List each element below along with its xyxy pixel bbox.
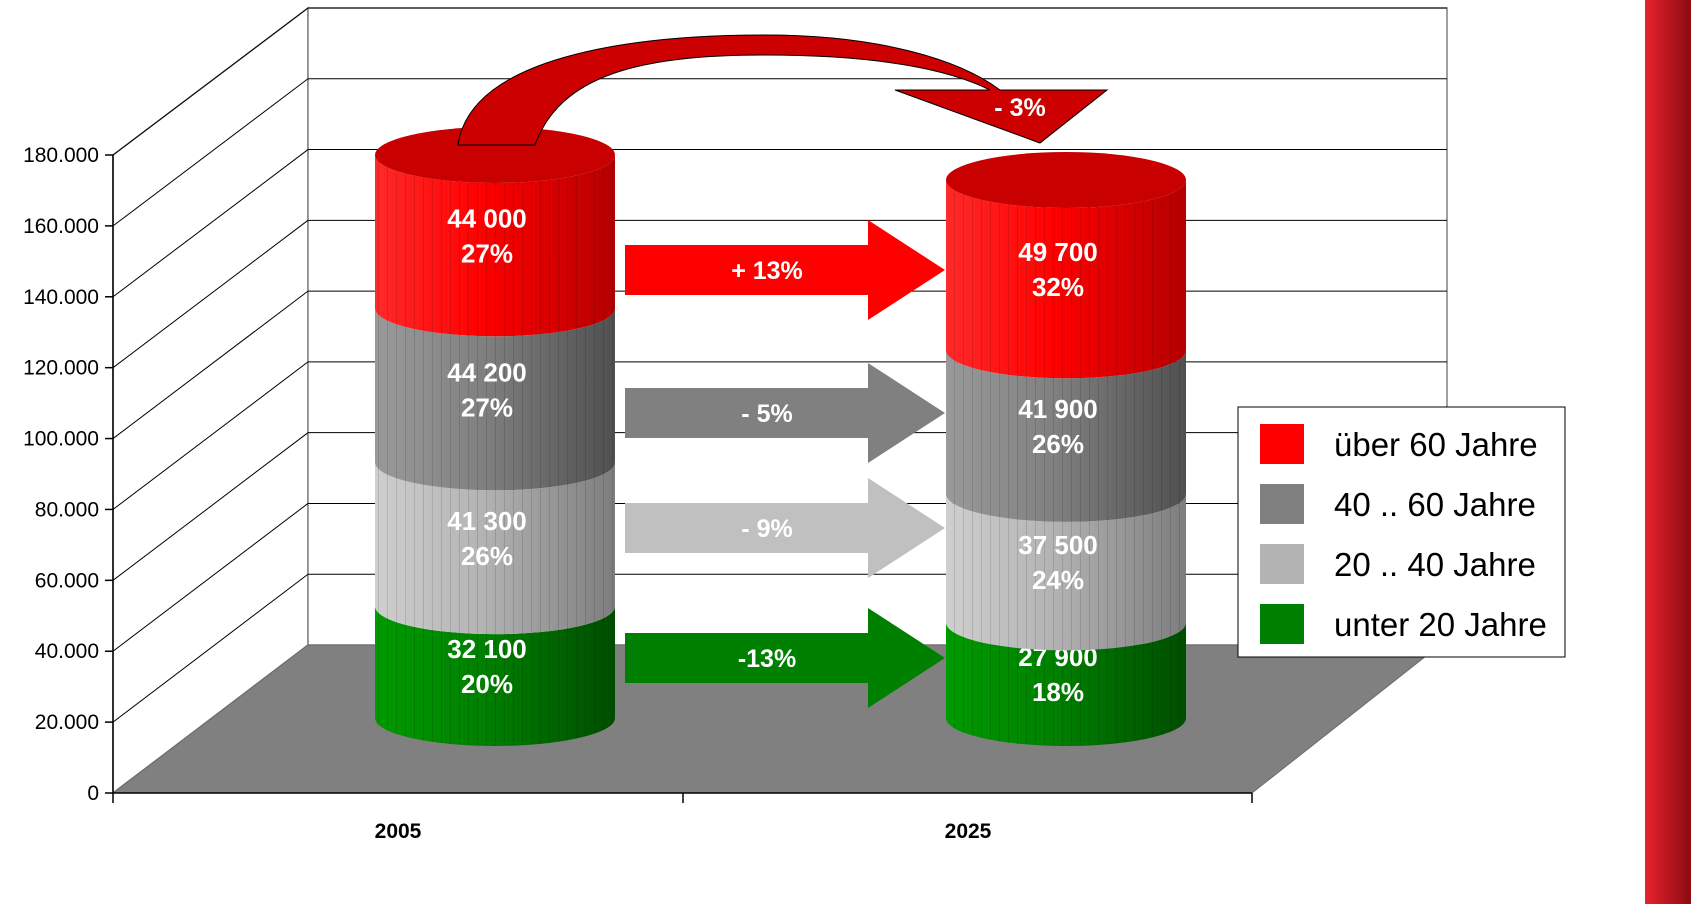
gridline-side	[112, 503, 309, 652]
data-label-percent: 26%	[1032, 429, 1084, 459]
x-axis: 2005 2025	[112, 792, 1253, 843]
data-label-percent: 27%	[461, 392, 513, 422]
legend-label: 40 .. 60 Jahre	[1334, 486, 1536, 523]
y-tick-label: 80.000	[35, 498, 99, 521]
bar-segment-texture	[375, 155, 615, 337]
x-category-label: 2005	[375, 820, 422, 843]
legend-swatch	[1260, 604, 1304, 644]
bar-segment-texture	[946, 180, 1186, 379]
gridline-side	[112, 432, 309, 581]
legend: über 60 Jahre 40 .. 60 Jahre 20 .. 40 Jahr…	[1237, 406, 1566, 658]
data-label-percent: 32%	[1032, 272, 1084, 302]
change-arrow	[625, 608, 945, 708]
total-change-arrow	[457, 34, 1109, 146]
data-label-percent: 26%	[461, 541, 513, 571]
data-label-percent: 24%	[1032, 565, 1084, 595]
bar-segment-texture	[375, 462, 615, 635]
y-tick-label: 60.000	[35, 569, 99, 592]
change-arrow	[625, 363, 945, 463]
y-tick-label: 120.000	[23, 357, 99, 380]
data-label-value: 49 700	[1018, 237, 1098, 267]
data-label-value: 44 200	[447, 357, 527, 387]
data-label-percent: 27%	[461, 239, 513, 269]
gridline-side	[112, 219, 309, 369]
legend-swatch	[1260, 424, 1304, 464]
total-change-label: - 3%	[994, 94, 1045, 122]
y-tick-label: 180.000	[23, 144, 99, 167]
bar-segment-texture	[375, 606, 615, 746]
change-arrow	[625, 220, 945, 320]
legend-label: über 60 Jahre	[1334, 426, 1538, 463]
bar-top-cap	[946, 152, 1186, 208]
data-label-value: 41 900	[1018, 394, 1098, 424]
bar-group-2005: 32 100 20% 41 300 26% 44 200 27% 44 000 27%	[375, 127, 615, 746]
x-category-label: 2025	[945, 820, 992, 843]
y-tick-label: 40.000	[35, 640, 99, 663]
change-arrow	[625, 478, 945, 578]
bar-segment-texture	[946, 350, 1186, 522]
data-label-value: 37 500	[1018, 530, 1098, 560]
legend-swatch	[1260, 484, 1304, 524]
y-axis: 0 20.000 40.000 60.000 80.000 100.000 120.000 1…	[23, 144, 114, 805]
data-label-percent: 18%	[1032, 677, 1084, 707]
data-label-value: 41 300	[447, 506, 527, 536]
y-tick-label: 0	[87, 782, 99, 805]
y-tick-label: 140.000	[23, 286, 99, 309]
gridline-side	[112, 149, 309, 298]
bar-segment-texture	[946, 493, 1186, 651]
gridline-side	[112, 7, 309, 156]
side-decoration	[1645, 0, 1691, 904]
legend-swatch	[1260, 544, 1304, 584]
change-arrow-label: -13%	[738, 645, 796, 673]
data-label-percent: 20%	[461, 669, 513, 699]
bar-segment-texture	[375, 308, 615, 491]
gridline-side	[112, 78, 309, 227]
change-arrow-label: + 13%	[731, 257, 803, 285]
change-arrow-label: - 5%	[741, 400, 792, 428]
bar-segment-texture	[946, 622, 1186, 746]
y-tick-label: 20.000	[35, 711, 99, 734]
bar-top-cap	[375, 127, 615, 183]
y-tick-label: 160.000	[23, 215, 99, 238]
y-tick-label: 100.000	[23, 428, 99, 451]
change-arrow-label: - 9%	[741, 515, 792, 543]
data-label-value: 32 100	[447, 634, 527, 664]
gridline-side	[112, 290, 309, 439]
legend-label: 20 .. 40 Jahre	[1334, 546, 1536, 583]
gridline-side	[112, 361, 309, 510]
gridline-side	[112, 573, 309, 723]
legend-label: unter 20 Jahre	[1334, 606, 1547, 643]
data-label-value: 44 000	[447, 204, 527, 234]
change-arrows: -13% - 9% - 5% + 13% - 3%	[457, 34, 1109, 708]
